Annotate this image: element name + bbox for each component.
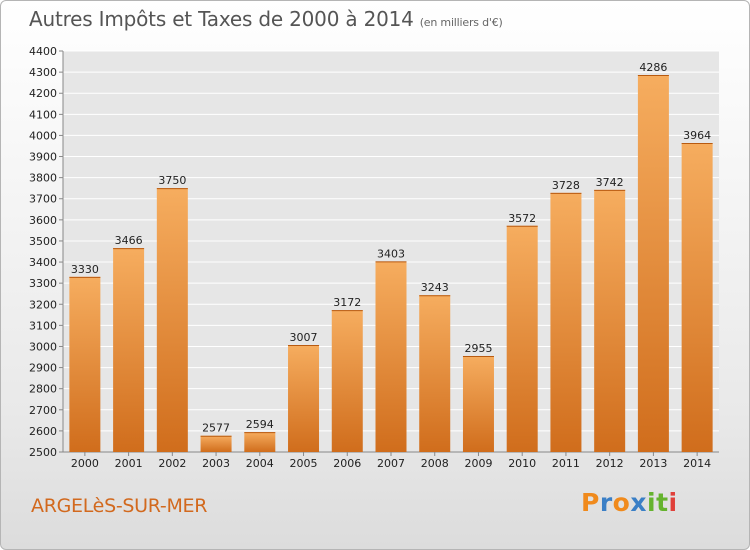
y-tick-label: 3600 bbox=[29, 214, 57, 227]
bar bbox=[419, 295, 451, 452]
y-tick-label: 3900 bbox=[29, 151, 57, 164]
bar bbox=[156, 188, 188, 452]
bar bbox=[331, 310, 363, 452]
y-tick-label: 3500 bbox=[29, 235, 57, 248]
logo-letter: t bbox=[656, 488, 669, 517]
y-tick-label: 3200 bbox=[29, 298, 57, 311]
data-label: 3466 bbox=[115, 234, 143, 247]
x-tick-label: 2005 bbox=[290, 457, 318, 470]
y-tick-label: 2500 bbox=[29, 446, 57, 459]
bar bbox=[594, 189, 626, 453]
y-tick-label: 3100 bbox=[29, 319, 57, 332]
data-label: 2955 bbox=[464, 342, 492, 355]
bar bbox=[506, 225, 538, 452]
proxiti-logo: Proxiti bbox=[581, 488, 678, 517]
logo-letter: i bbox=[668, 488, 678, 517]
y-tick-label: 3000 bbox=[29, 340, 57, 353]
x-tick-label: 2010 bbox=[508, 457, 536, 470]
data-label: 2594 bbox=[246, 418, 274, 431]
chart-title: Autres Impôts et Taxes de 2000 à 2014 (en… bbox=[29, 7, 503, 31]
y-tick-label: 3800 bbox=[29, 172, 57, 185]
bar bbox=[462, 355, 494, 452]
x-tick-label: 2014 bbox=[683, 457, 711, 470]
x-tick-label: 2007 bbox=[377, 457, 405, 470]
logo-letter: o bbox=[612, 488, 631, 517]
y-tick-label: 2800 bbox=[29, 383, 57, 396]
chart-subtitle: (en milliers d'€) bbox=[419, 16, 503, 29]
bar bbox=[113, 248, 145, 452]
bar bbox=[681, 143, 713, 452]
data-label: 3330 bbox=[71, 263, 99, 276]
logo-letter: x bbox=[630, 488, 647, 517]
bar bbox=[69, 276, 101, 452]
chart-title-text: Autres Impôts et Taxes de 2000 à 2014 bbox=[29, 7, 414, 31]
data-label: 4286 bbox=[639, 61, 667, 74]
logo-letter: i bbox=[647, 488, 657, 517]
data-label: 3750 bbox=[158, 174, 186, 187]
bar bbox=[375, 261, 407, 452]
bar bbox=[637, 75, 669, 452]
x-tick-label: 2008 bbox=[421, 457, 449, 470]
data-label: 2577 bbox=[202, 422, 230, 435]
logo-letter: P bbox=[581, 488, 600, 517]
y-tick-label: 3700 bbox=[29, 193, 57, 206]
y-tick-label: 3400 bbox=[29, 256, 57, 269]
x-tick-label: 2000 bbox=[71, 457, 99, 470]
y-tick-label: 2900 bbox=[29, 362, 57, 375]
bar bbox=[288, 344, 320, 452]
bar bbox=[244, 432, 276, 452]
x-tick-label: 2006 bbox=[333, 457, 361, 470]
data-label: 3964 bbox=[683, 129, 711, 142]
logo-letter: r bbox=[599, 488, 613, 517]
data-label: 3728 bbox=[552, 179, 580, 192]
data-label: 3007 bbox=[290, 331, 318, 344]
y-tick-label: 4000 bbox=[29, 129, 57, 142]
y-tick-label: 3300 bbox=[29, 277, 57, 290]
y-tick-label: 4300 bbox=[29, 66, 57, 79]
x-tick-label: 2002 bbox=[158, 457, 186, 470]
y-tick-label: 4200 bbox=[29, 87, 57, 100]
x-tick-label: 2001 bbox=[115, 457, 143, 470]
data-label: 3742 bbox=[596, 176, 624, 189]
x-tick-label: 2004 bbox=[246, 457, 274, 470]
y-tick-label: 4100 bbox=[29, 108, 57, 121]
x-tick-label: 2013 bbox=[639, 457, 667, 470]
data-label: 3243 bbox=[421, 281, 449, 294]
y-tick-label: 2600 bbox=[29, 425, 57, 438]
x-tick-label: 2012 bbox=[596, 457, 624, 470]
x-tick-label: 2009 bbox=[464, 457, 492, 470]
bar bbox=[550, 192, 582, 452]
y-tick-label: 4400 bbox=[29, 45, 57, 58]
y-tick-label: 2700 bbox=[29, 404, 57, 417]
data-label: 3572 bbox=[508, 212, 536, 225]
data-label: 3172 bbox=[333, 296, 361, 309]
bar bbox=[200, 435, 232, 452]
place-name: ARGELèS-SUR-MER bbox=[31, 495, 208, 517]
x-tick-label: 2011 bbox=[552, 457, 580, 470]
data-label: 3403 bbox=[377, 247, 405, 260]
x-tick-label: 2003 bbox=[202, 457, 230, 470]
